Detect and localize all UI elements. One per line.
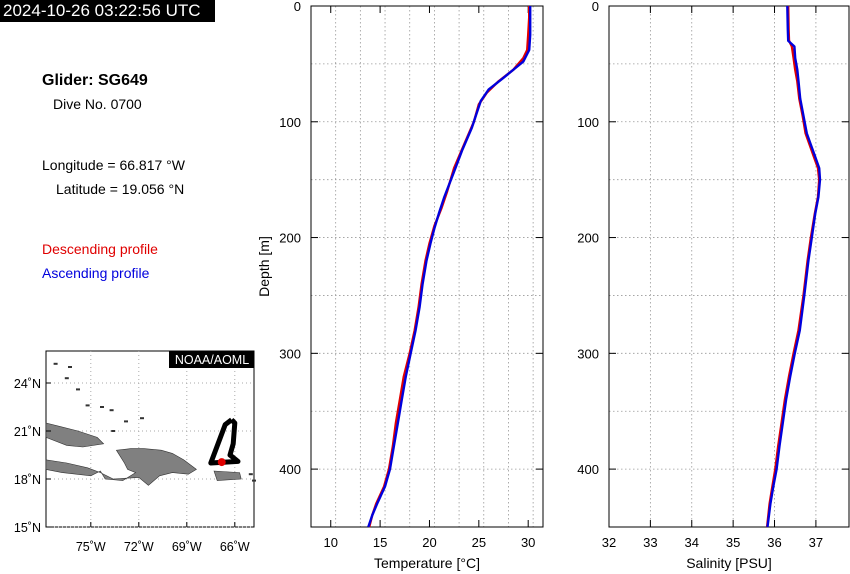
map-lon-label: 72˚W [124, 540, 154, 554]
dive-number: Dive No. 0700 [53, 96, 142, 112]
x-tick-label: 15 [373, 535, 387, 550]
y-tick-label: 200 [279, 231, 301, 246]
small-island [140, 417, 144, 420]
x-tick-label: 20 [422, 535, 436, 550]
x-tick-label: 36 [767, 535, 781, 550]
map-lat-label: 21˚N [14, 425, 41, 439]
longitude-text: Longitude = 66.817 °W [42, 157, 185, 173]
map-lon-label: 75˚W [76, 540, 106, 554]
small-island [109, 409, 114, 412]
small-island [68, 366, 72, 368]
hispaniola-landmass [45, 448, 197, 486]
x-tick-label: 35 [726, 535, 740, 550]
descending-legend: Descending profile [42, 241, 158, 257]
x-tick-label: 30 [521, 535, 535, 550]
latitude-text: Latitude = 19.056 °N [56, 181, 185, 197]
map-lat-label: 15˚N [14, 521, 41, 535]
y-tick-label: 400 [279, 462, 301, 477]
ascending-legend: Ascending profile [42, 265, 150, 281]
x-axis-title: Salinity [PSU] [686, 555, 772, 571]
y-tick-label: 0 [592, 0, 599, 14]
map-lat-label: 24˚N [14, 377, 41, 391]
y-tick-label: 100 [279, 115, 301, 130]
x-axis-title: Temperature [°C] [374, 555, 480, 571]
ascending-profile-line [367, 6, 532, 528]
x-tick-label: 33 [643, 535, 657, 550]
y-axis-title: Depth [m] [256, 236, 272, 297]
x-tick-label: 37 [809, 535, 823, 550]
small-island [76, 388, 80, 391]
y-tick-label: 400 [577, 462, 599, 477]
y-tick-label: 100 [577, 115, 599, 130]
map-lon-label: 69˚W [172, 540, 202, 554]
map-label-background [169, 351, 254, 368]
small-island [100, 406, 104, 408]
small-island [53, 362, 58, 365]
glider-position-marker [217, 458, 226, 467]
x-tick-label: 10 [324, 535, 338, 550]
small-island [64, 377, 69, 380]
small-island [248, 473, 253, 476]
map-lon-label: 66˚W [220, 540, 250, 554]
y-tick-label: 300 [577, 346, 599, 361]
small-island [252, 479, 256, 482]
small-island [85, 404, 90, 407]
x-tick-label: 34 [685, 535, 699, 550]
y-tick-label: 0 [294, 0, 301, 14]
small-island [124, 420, 128, 423]
map-lat-label: 18˚N [14, 473, 41, 487]
x-tick-label: 32 [602, 535, 616, 550]
timestamp-label: 2024-10-26 03:22:56 UTC [0, 0, 215, 22]
y-tick-label: 200 [577, 231, 599, 246]
plot-frame [310, 5, 544, 528]
glider-name: Glider: SG649 [42, 72, 148, 89]
cuba-landmass [45, 422, 105, 448]
y-tick-label: 300 [279, 346, 301, 361]
x-tick-label: 25 [472, 535, 486, 550]
ascending-profile-line [766, 5, 822, 528]
map-label: NOAA/AOML [175, 353, 249, 367]
puerto-rico-landmass [213, 470, 242, 481]
glider-track [208, 417, 241, 466]
plot-frame [608, 5, 850, 528]
small-island [111, 430, 116, 432]
